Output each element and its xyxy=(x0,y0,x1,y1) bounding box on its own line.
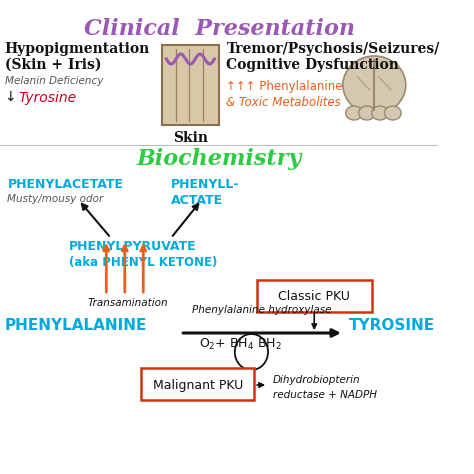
Ellipse shape xyxy=(343,56,406,114)
FancyBboxPatch shape xyxy=(141,368,254,400)
Text: PHENYLALANINE: PHENYLALANINE xyxy=(5,318,147,333)
Ellipse shape xyxy=(384,106,401,120)
Text: O$_2$+ BH$_4$ BH$_2$: O$_2$+ BH$_4$ BH$_2$ xyxy=(199,337,282,352)
Text: TYROSINE: TYROSINE xyxy=(349,318,436,333)
Ellipse shape xyxy=(372,106,388,120)
Text: Tyrosine: Tyrosine xyxy=(18,91,77,105)
Text: reductase + NADPH: reductase + NADPH xyxy=(273,390,377,400)
Text: PHENYLACETATE: PHENYLACETATE xyxy=(8,178,123,191)
Text: ↓: ↓ xyxy=(5,90,16,104)
Text: (aka PHENYL KETONE): (aka PHENYL KETONE) xyxy=(69,256,218,269)
Text: Biochemistry: Biochemistry xyxy=(137,148,301,170)
Text: Dihydrobiopterin: Dihydrobiopterin xyxy=(273,375,360,385)
Text: Tremor/Psychosis/Seizures/: Tremor/Psychosis/Seizures/ xyxy=(227,42,440,56)
Text: Malignant PKU: Malignant PKU xyxy=(153,379,243,392)
Text: Musty/mousy odor: Musty/mousy odor xyxy=(8,194,104,204)
Text: Skin: Skin xyxy=(173,131,208,145)
Text: Clinical  Presentation: Clinical Presentation xyxy=(83,18,355,40)
Text: ACTATE: ACTATE xyxy=(171,194,223,207)
Text: PHENYLPYRUVATE: PHENYLPYRUVATE xyxy=(69,240,197,253)
FancyBboxPatch shape xyxy=(162,45,219,125)
FancyBboxPatch shape xyxy=(257,280,372,312)
Ellipse shape xyxy=(346,106,362,120)
Text: Transamination: Transamination xyxy=(88,298,168,308)
Text: Cognitive Dysfunction: Cognitive Dysfunction xyxy=(227,58,399,72)
Text: PHENYLL-: PHENYLL- xyxy=(171,178,239,191)
Text: Melanin Deficiency: Melanin Deficiency xyxy=(5,76,103,86)
Text: Phenylalanine hydroxylase: Phenylalanine hydroxylase xyxy=(192,305,331,315)
Text: (Skin + Iris): (Skin + Iris) xyxy=(5,58,101,72)
Text: & Toxic Metabolites: & Toxic Metabolites xyxy=(227,96,341,109)
Text: Hypopigmentation: Hypopigmentation xyxy=(5,42,150,56)
Ellipse shape xyxy=(359,106,375,120)
Text: ↑↑↑ Phenylalanine: ↑↑↑ Phenylalanine xyxy=(227,80,343,93)
Text: Classic PKU: Classic PKU xyxy=(278,291,350,303)
